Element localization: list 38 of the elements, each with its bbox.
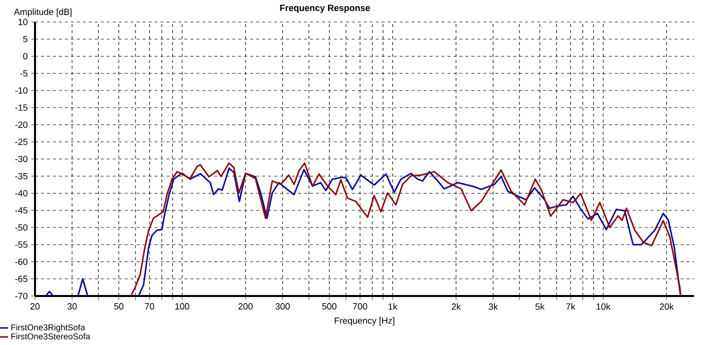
y-tick-label: 0 xyxy=(23,53,28,60)
y-tick-label: 5 xyxy=(23,36,28,42)
y-tick-label: -70 xyxy=(15,292,28,300)
y-tick-label: -60 xyxy=(15,258,28,265)
x-tick-label: 1k xyxy=(388,303,398,310)
x-tick-label: 7k xyxy=(566,303,576,310)
y-tick-label: -55 xyxy=(15,241,28,248)
x-tick-label: 700 xyxy=(353,303,368,310)
x-tick-label: 500 xyxy=(322,303,336,310)
y-tick-label: -25 xyxy=(15,138,28,146)
y-tick-label: -45 xyxy=(15,207,28,214)
y-axis-title: Amplitude [dB] xyxy=(14,8,72,17)
x-tick-label: 200 xyxy=(238,303,253,310)
y-tick-label: -40 xyxy=(15,190,28,196)
x-tick-label: 20 xyxy=(30,303,40,310)
x-tick-label: 5k xyxy=(535,303,545,310)
x-tick-label: 100 xyxy=(175,303,190,310)
x-axis-title: Frequency [Hz] xyxy=(334,317,394,326)
x-tick-label: 2k xyxy=(452,303,461,310)
y-tick-label: -30 xyxy=(15,156,28,162)
y-tick-label: -5 xyxy=(20,70,28,77)
y-tick-label: -15 xyxy=(15,104,28,111)
x-tick-label: 70 xyxy=(145,303,154,310)
y-tick-label: 10 xyxy=(18,18,28,26)
x-tick-label: 10k xyxy=(596,303,610,310)
y-tick-label: -20 xyxy=(15,122,28,128)
chart-title: Frequency Response xyxy=(280,4,370,13)
y-tick-label: -35 xyxy=(15,172,28,180)
y-tick-label: -50 xyxy=(15,224,28,231)
x-tick-label: 50 xyxy=(114,303,124,310)
y-tick-label: -10 xyxy=(15,87,28,94)
x-tick-label: 30 xyxy=(67,303,77,310)
legend-label: FirstOne3RightSofa xyxy=(11,324,86,332)
x-tick-label: 20k xyxy=(660,303,674,310)
x-tick-label: 300 xyxy=(275,303,290,310)
legend-label: FirstOne3StereoSofa xyxy=(11,333,90,340)
x-tick-label: 3k xyxy=(488,303,498,310)
y-tick-label: -65 xyxy=(15,276,28,282)
